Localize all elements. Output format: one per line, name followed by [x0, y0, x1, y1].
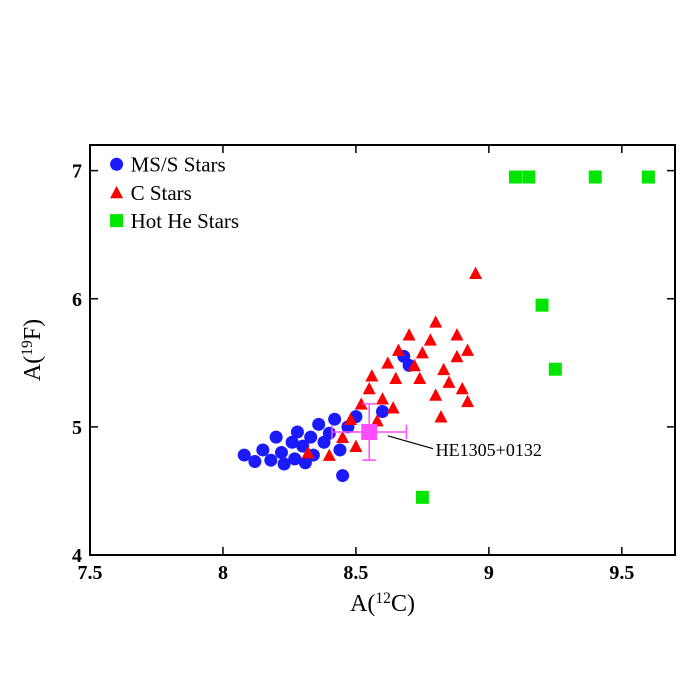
- point-ms: [333, 443, 346, 456]
- x-tick-label: 8: [218, 562, 228, 584]
- legend-label: MS/S Stars: [131, 153, 226, 177]
- point-ms: [264, 454, 277, 467]
- point-he: [509, 171, 522, 184]
- point-ms: [323, 427, 336, 440]
- point-he: [549, 363, 562, 376]
- point-ms: [291, 426, 304, 439]
- legend-marker-he: [110, 214, 123, 227]
- point-ms: [336, 469, 349, 482]
- x-tick-label: 9.5: [609, 562, 634, 584]
- point-ms: [312, 418, 325, 431]
- x-tick-label: 8.5: [343, 562, 368, 584]
- chart-svg: 7.588.599.54567A(12C)A(19F)HE1305+0132MS…: [0, 0, 700, 700]
- legend-label: Hot He Stars: [131, 209, 240, 233]
- legend-label: C Stars: [131, 181, 192, 205]
- point-ms: [328, 413, 341, 426]
- point-ms: [275, 446, 288, 459]
- point-ms: [256, 443, 269, 456]
- point-ms: [270, 431, 283, 444]
- point-ms: [248, 455, 261, 468]
- plot-frame: [90, 145, 675, 555]
- y-tick-label: 5: [72, 417, 82, 439]
- scatter-chart: 7.588.599.54567A(12C)A(19F)HE1305+0132MS…: [0, 0, 700, 700]
- y-tick-label: 4: [72, 545, 82, 567]
- x-tick-label: 9: [484, 562, 494, 584]
- point-ms: [304, 431, 317, 444]
- point-he: [642, 171, 655, 184]
- y-tick-label: 6: [72, 289, 82, 311]
- legend-marker-ms: [110, 158, 123, 171]
- highlight-label: HE1305+0132: [436, 440, 542, 460]
- point-he: [416, 491, 429, 504]
- highlight-marker: [361, 424, 377, 440]
- point-he: [536, 299, 549, 312]
- point-he: [522, 171, 535, 184]
- point-he: [589, 171, 602, 184]
- y-tick-label: 7: [72, 161, 82, 183]
